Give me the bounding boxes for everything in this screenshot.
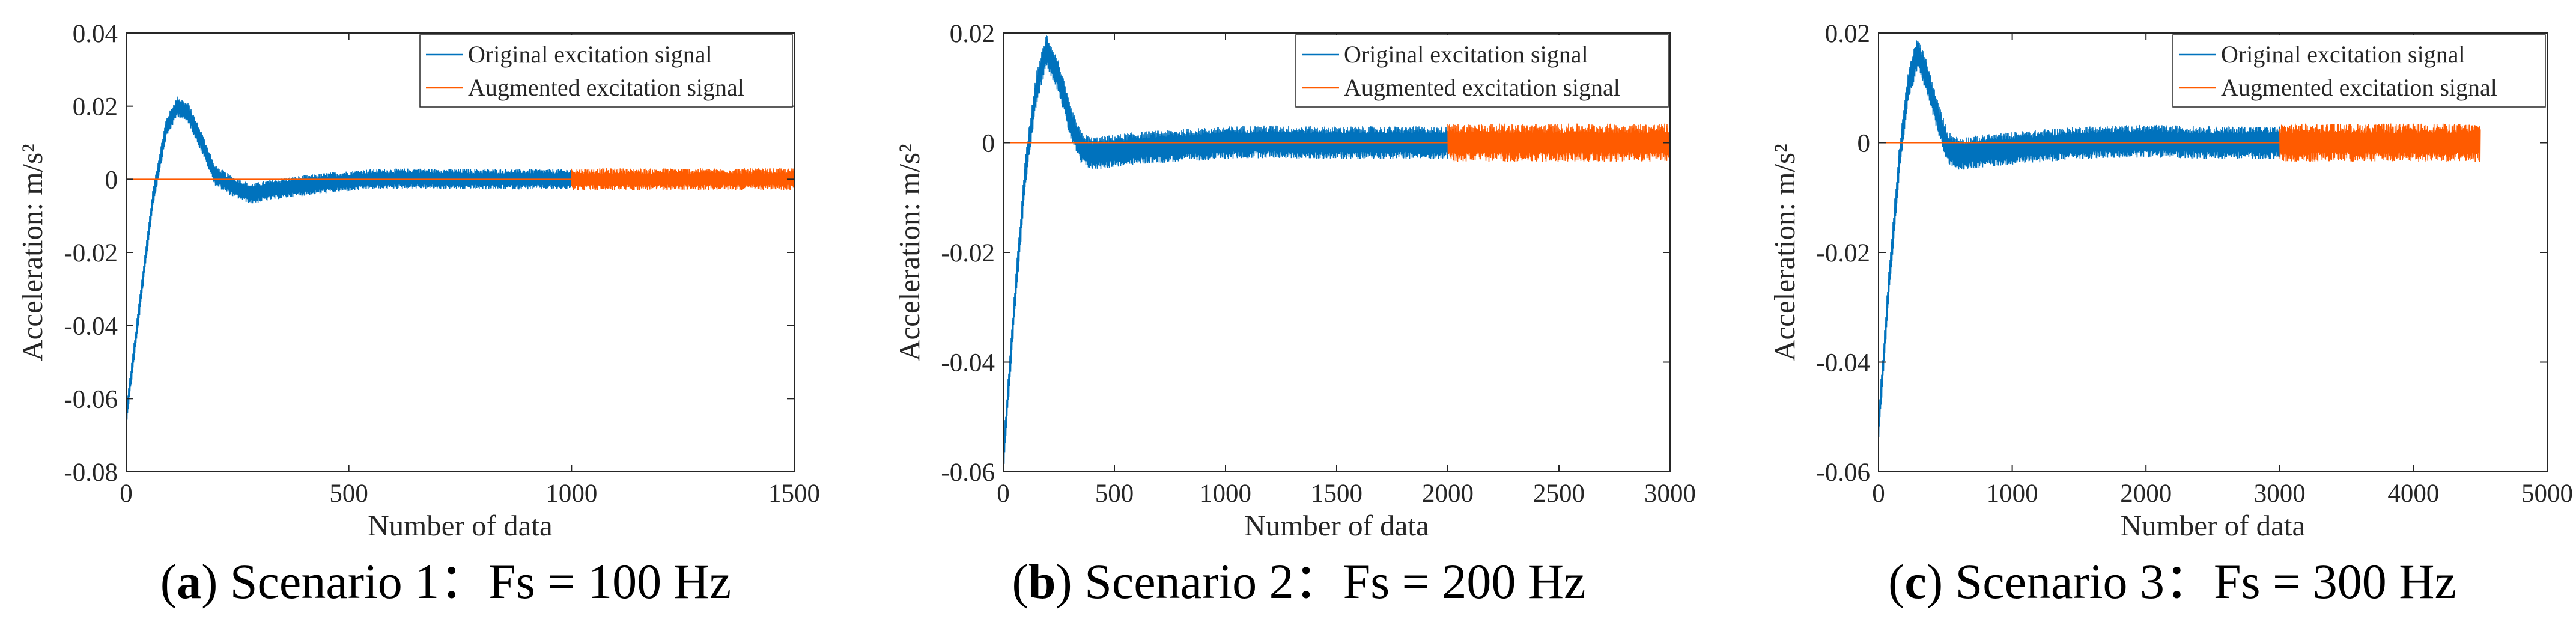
panel-b-ytick-label: 0 <box>982 130 995 158</box>
panel-c-ytick-label: 0.02 <box>1825 20 1870 48</box>
panel-c-xtick-label: 1000 <box>1987 480 2038 508</box>
panel-b-xtick-label: 500 <box>1095 480 1134 508</box>
caption-b-label: b <box>1028 554 1056 609</box>
panel-a-xtick-label: 500 <box>329 480 368 508</box>
panel-b: 0 500 1000 1500 2000 2500 3000 -0.06 -0.04 -0.02 0… <box>893 20 1696 542</box>
panel-a-xtick-label: 0 <box>120 480 133 508</box>
panel-b-ytick-label: -0.06 <box>941 459 995 487</box>
panel-a-legend-entry-0: Original excitation signal <box>468 41 712 68</box>
panel-c-ytick-label: -0.06 <box>1816 459 1870 487</box>
panel-a-xtick-label: 1000 <box>545 480 597 508</box>
panel-a-legend-box <box>419 34 793 108</box>
panel-a-ytick-label: -0.06 <box>64 385 118 413</box>
panel-c-xtick-label: 4000 <box>2387 480 2439 508</box>
panel-a-legend: Original excitation signal Augmented exci… <box>419 34 793 108</box>
caption-c: (c) Scenario 3：Fs = 300 Hz <box>1888 554 2456 609</box>
panel-c-xtick-label: 5000 <box>2521 480 2573 508</box>
panel-c-series-augmented <box>2279 123 2481 162</box>
panel-b-ytick-label: -0.02 <box>941 239 995 267</box>
panel-b-xtick-label: 1500 <box>1311 480 1362 508</box>
panel-c-xtick-label: 0 <box>1872 480 1885 508</box>
panel-b-ytick-label: 0.02 <box>950 20 995 48</box>
panel-b-xtick-label: 2500 <box>1533 480 1585 508</box>
panel-b-ylabel: Acceleration: m/s² <box>893 144 926 361</box>
panel-a-legend-entry-1: Augmented excitation signal <box>468 74 744 101</box>
panel-b-xtick-label: 0 <box>997 480 1010 508</box>
panel-b-legend: Original excitation signal Augmented exci… <box>1295 34 1669 108</box>
panel-c-legend-entry-0: Original excitation signal <box>2221 41 2465 68</box>
panel-b-series-augmented <box>1447 123 1671 162</box>
panel-a-ytick-label: -0.02 <box>64 239 118 267</box>
panel-c: 0 1000 2000 3000 4000 5000 -0.06 -0.04 -0.02 0 0.0… <box>1768 20 2573 542</box>
panel-b-xlabel: Number of data <box>1244 509 1429 542</box>
panel-c-legend-box <box>2172 34 2546 108</box>
panel-a-ytick-label: 0.02 <box>73 93 118 121</box>
panel-c-ylabel: Acceleration: m/s² <box>1768 144 1801 361</box>
panel-a-series-augmented <box>571 168 795 190</box>
panel-c-xlabel: Number of data <box>2121 509 2306 542</box>
panel-a: 0 500 1000 1500 -0.08 -0.06 -0.04 -0.02 0 0.02 0.0… <box>16 20 820 542</box>
panel-b-legend-entry-0: Original excitation signal <box>1344 41 1588 68</box>
panel-b-ytick-label: -0.04 <box>941 349 995 377</box>
panel-a-ytick-label: 0.04 <box>73 20 118 48</box>
panel-c-ytick-label: 0 <box>1858 130 1871 158</box>
panel-a-ytick-label: -0.08 <box>64 459 118 487</box>
caption-c-text: Scenario 3：Fs = 300 Hz <box>1955 554 2456 609</box>
panel-c-legend-entry-1: Augmented excitation signal <box>2221 74 2497 101</box>
panel-c-ytick-label: -0.04 <box>1816 349 1870 377</box>
panel-a-ytick-label: -0.04 <box>64 312 118 341</box>
panel-b-legend-entry-1: Augmented excitation signal <box>1344 74 1620 101</box>
caption-b-text: Scenario 2：Fs = 200 Hz <box>1084 554 1586 609</box>
panel-b-legend-box <box>1295 34 1669 108</box>
caption-a-text: Scenario 1：Fs = 100 Hz <box>229 554 732 609</box>
panel-c-xtick-label: 2000 <box>2120 480 2172 508</box>
panel-c-ytick-label: -0.02 <box>1816 239 1870 267</box>
panel-c-series-original <box>1878 40 2280 437</box>
panel-a-series-original <box>126 96 573 422</box>
panel-c-legend: Original excitation signal Augmented exci… <box>2172 34 2546 108</box>
panel-a-xlabel: Number of data <box>368 509 553 542</box>
panel-c-xtick-label: 3000 <box>2254 480 2306 508</box>
panel-a-ylabel: Acceleration: m/s² <box>16 144 49 361</box>
caption-a-label: a <box>177 554 202 609</box>
panel-a-ytick-label: 0 <box>105 166 118 194</box>
panel-a-xtick-label: 1500 <box>768 480 820 508</box>
panel-b-series-original <box>1003 35 1448 468</box>
panel-b-xtick-label: 2000 <box>1422 480 1474 508</box>
panel-b-xtick-label: 1000 <box>1200 480 1251 508</box>
panel-b-xtick-label: 3000 <box>1644 480 1696 508</box>
caption-c-label: c <box>1904 554 1927 609</box>
caption-a: (a) Scenario 1：Fs = 100 Hz <box>160 554 732 609</box>
caption-b: (b) Scenario 2：Fs = 200 Hz <box>1012 554 1586 609</box>
